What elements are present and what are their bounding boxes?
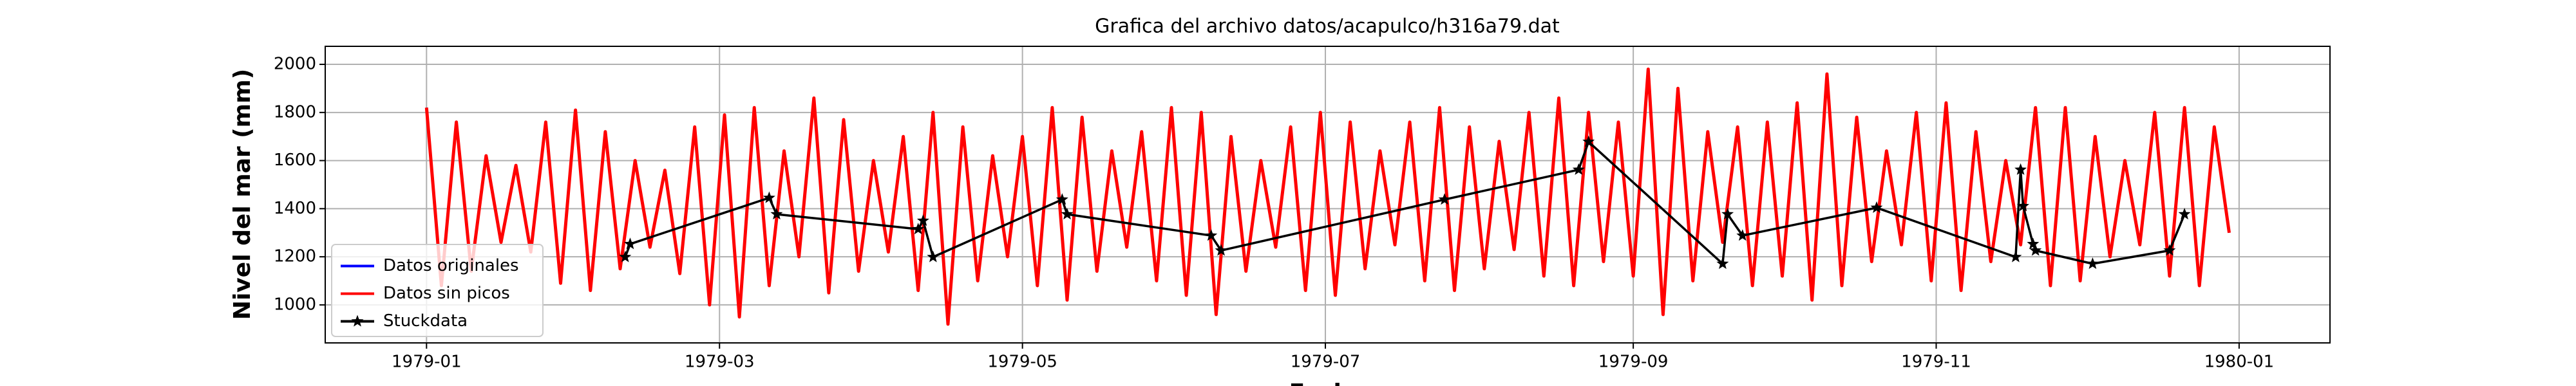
star-marker — [1736, 229, 1749, 241]
legend-label: Datos originales — [383, 256, 519, 275]
star-marker — [1438, 193, 1451, 205]
star-marker — [624, 237, 636, 250]
star-marker — [1716, 257, 1729, 270]
star-marker — [2163, 244, 2176, 256]
star-marker — [2178, 208, 2191, 220]
x-tick-label: 1979-05 — [987, 353, 1057, 372]
plot-frame — [325, 46, 2331, 344]
x-tick-label: 1979-09 — [1598, 353, 1669, 372]
series-line — [424, 68, 2231, 326]
legend-marker — [351, 315, 364, 327]
star-marker — [1205, 229, 1218, 241]
star-marker — [927, 250, 940, 262]
y-tick-label: 1000 — [274, 295, 316, 314]
star-marker — [619, 250, 632, 262]
x-tick-label: 1979-03 — [685, 353, 755, 372]
star-marker — [1056, 193, 1068, 205]
star-marker — [1870, 201, 1883, 213]
y-tick-label: 1400 — [274, 199, 316, 218]
star-marker — [1582, 135, 1595, 147]
y-axis-label: Nivel del mar (mm) — [229, 69, 256, 320]
x-tick-label: 1979-07 — [1291, 353, 1361, 372]
y-tick-label: 2000 — [274, 55, 316, 74]
star-marker — [912, 223, 925, 235]
legend-label: Datos sin picos — [383, 284, 510, 303]
star-marker — [1572, 163, 1585, 175]
x-tick-label: 1979-11 — [1901, 353, 1971, 372]
y-tick-label: 1800 — [274, 102, 316, 122]
chart-title: Grafica del archivo datos/acapulco/h316a… — [1095, 15, 1560, 38]
star-marker — [2086, 257, 2099, 270]
star-marker — [2016, 199, 2029, 212]
star-marker — [1215, 244, 1227, 256]
legend-box — [331, 244, 544, 337]
x-tick-label: 1979-01 — [392, 353, 462, 372]
x-tick-label: 1980-01 — [2204, 353, 2275, 372]
star-marker — [2009, 250, 2022, 262]
star-marker — [1721, 208, 1734, 220]
legend-label: Stuckdata — [383, 311, 468, 331]
star-marker — [2027, 237, 2040, 250]
star-marker — [1061, 208, 1074, 220]
y-tick-label: 1200 — [274, 247, 316, 266]
star-marker — [762, 191, 775, 203]
y-tick-label: 1600 — [274, 151, 316, 170]
x-axis-label: Fecha — [1289, 380, 1366, 386]
star-marker — [770, 208, 783, 220]
star-marker — [2014, 163, 2027, 175]
star-marker — [916, 214, 929, 226]
star-marker — [2029, 244, 2042, 256]
